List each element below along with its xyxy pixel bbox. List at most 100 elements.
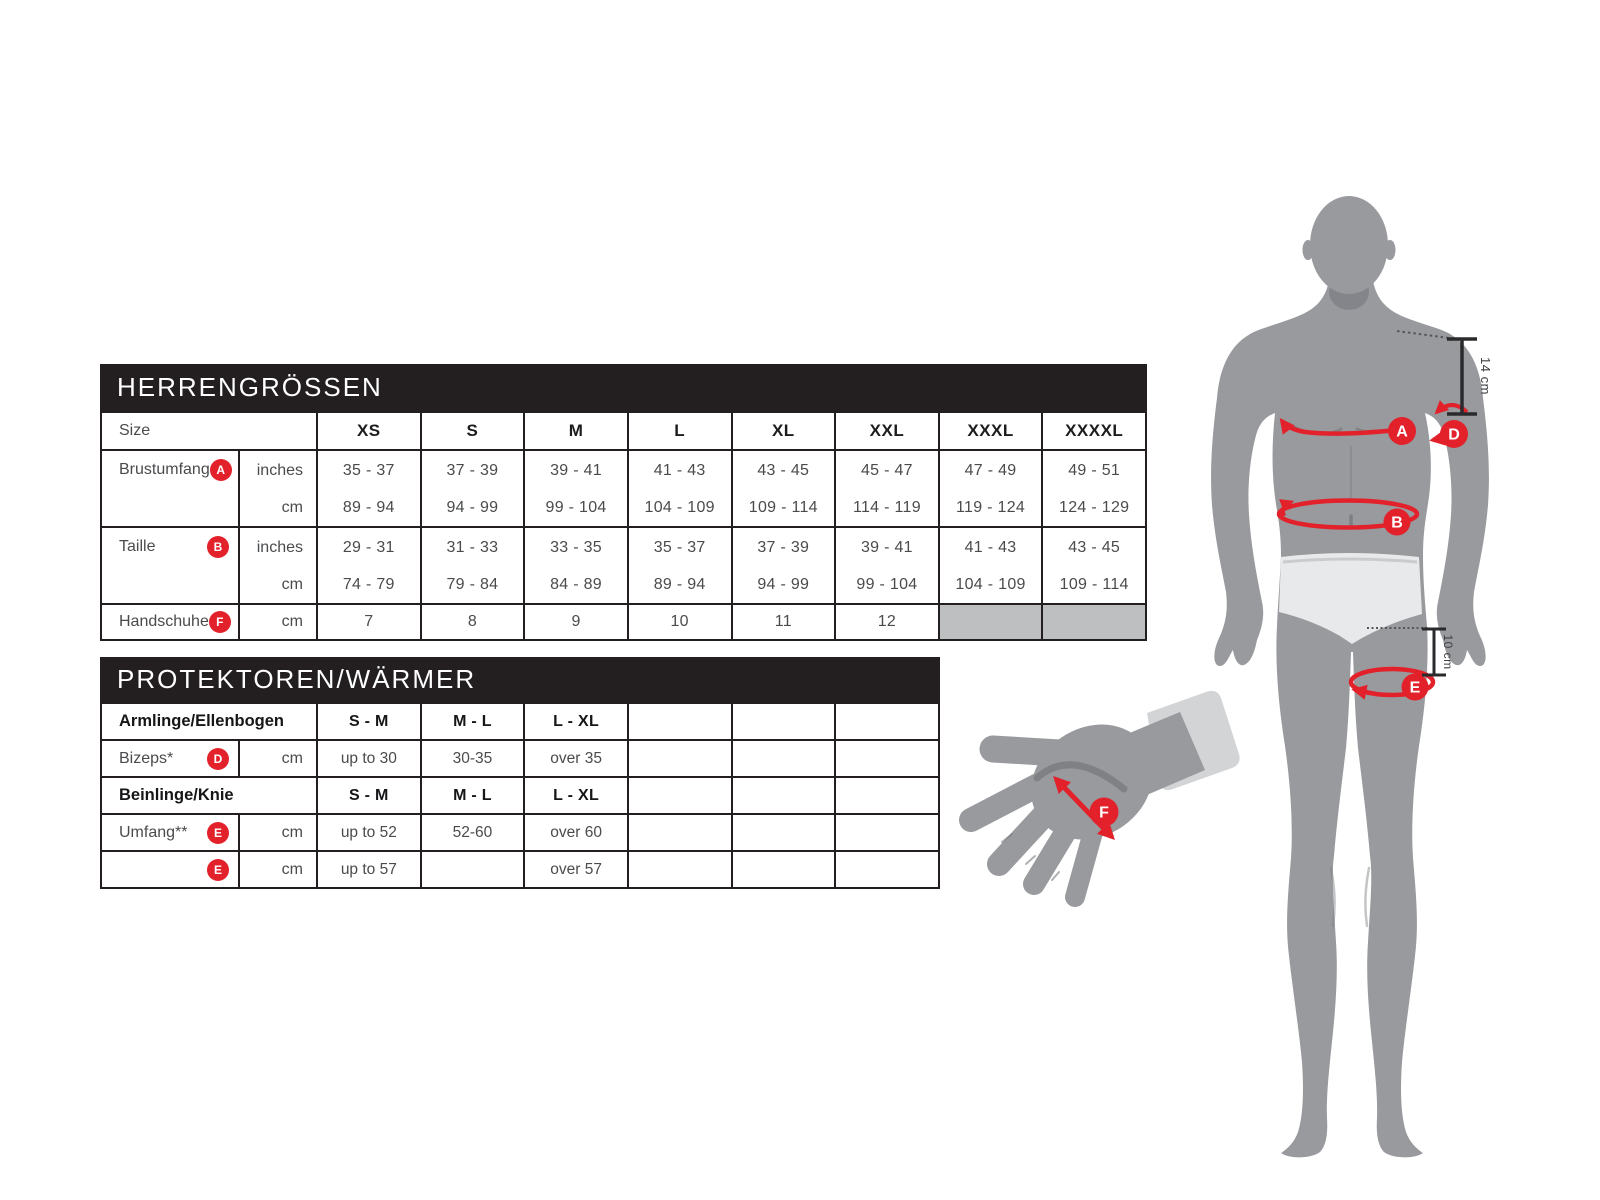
marker-badge-f: F (208, 611, 231, 633)
circumference-label: Umfang** (119, 823, 188, 841)
briefs (1279, 553, 1422, 644)
circumference-empty-2 (730, 813, 837, 852)
chest-cm-xxxxl: 124 - 129 (1059, 498, 1130, 516)
size-label: Size (119, 422, 151, 439)
waist-cm-xxl: 99 - 104 (856, 575, 918, 593)
thigh-measure-label: 10 cm (1441, 634, 1455, 669)
chest-in-xxxl: 47 - 49 (964, 461, 1017, 479)
marker-f-letter: F (1099, 805, 1109, 822)
marker-badge-b: B (207, 535, 229, 558)
circumference-row-2: E cm up to 57 over 57 (100, 850, 940, 889)
waist-row: Taille B inches cm 29 - 31 74 - 79 31 - 3… (100, 526, 1147, 605)
legsleeves-header-row: Beinlinge/Knie S - M M - L L - XL (100, 776, 940, 815)
circumference-ml: 52-60 (419, 813, 526, 852)
biceps-empty-1 (626, 739, 733, 778)
waist-measure-ellipse (1276, 498, 1420, 530)
biceps-label: Bizeps* (119, 749, 174, 767)
gloves-l: 10 (626, 603, 733, 641)
chest-cm-l: 104 - 109 (644, 498, 715, 516)
armsleeves-empty-1 (626, 702, 733, 741)
gloves-xl: 11 (730, 603, 837, 641)
mens-sizes-section: HERRENGRÖSSEN Size XS S M L XL XXL XXXL … (100, 364, 1147, 641)
protectors-header-bar: PROTEKTOREN/WÄRMER (100, 657, 940, 702)
circumference-row: Umfang** E cm up to 52 52-60 over 60 (100, 813, 940, 852)
thigh-measure-ellipse (1348, 666, 1436, 698)
biceps-sm: up to 30 (316, 739, 422, 778)
chest-unit-cm: cm (281, 498, 303, 516)
gloves-s: 8 (419, 603, 526, 641)
size-col-s: S (419, 411, 526, 451)
armsleeves-lxl: L - XL (523, 702, 629, 741)
mens-sizes-table: Size XS S M L XL XXL XXXL XXXXL Brustumf… (100, 411, 1147, 641)
size-col-xs: XS (316, 411, 422, 451)
waist-in-xxxxl: 43 - 45 (1068, 538, 1121, 556)
waist-cm-m: 84 - 89 (550, 575, 603, 593)
armsleeves-header-row: Armlinge/Ellenbogen S - M M - L L - XL (100, 702, 940, 741)
legsleeves-label: Beinlinge/Knie (119, 786, 234, 804)
marker-d-letter: D (1448, 427, 1460, 444)
chest-cm-xl: 109 - 114 (748, 498, 818, 516)
size-col-xl: XL (730, 411, 837, 451)
chest-in-xxl: 45 - 47 (860, 461, 913, 479)
chest-cm-m: 99 - 104 (545, 498, 607, 516)
size-col-m: M (523, 411, 629, 451)
armsleeves-empty-2 (730, 702, 837, 741)
waist-in-xs: 29 - 31 (342, 538, 395, 556)
measurement-diagram: F A D B E (959, 196, 1493, 1158)
chest-measure-line (1279, 417, 1397, 436)
circumference-unit: cm (281, 823, 303, 841)
biceps-curl (1434, 400, 1469, 415)
hand-illustration: F (959, 690, 1240, 907)
chest-row: Brustumfang A inches cm 35 - 37 89 - 94 3… (100, 449, 1147, 528)
chest-in-m: 39 - 41 (550, 461, 603, 479)
biceps-row: Bizeps* D cm up to 30 30-35 over 35 (100, 739, 940, 778)
circumference2-empty-2 (730, 850, 837, 889)
legsleeves-empty-3 (834, 776, 940, 815)
protectors-title: PROTEKTOREN/WÄRMER (117, 664, 477, 694)
armsleeves-sm: S - M (316, 702, 422, 741)
biceps-empty-2 (730, 739, 837, 778)
chest-in-xxxxl: 49 - 51 (1068, 461, 1121, 479)
chest-unit-inches: inches (256, 461, 303, 479)
circumference-lxl: over 60 (523, 813, 629, 852)
size-col-xxl: XXL (834, 411, 940, 451)
waist-cm-xs: 74 - 79 (342, 575, 395, 593)
gloves-m: 9 (523, 603, 629, 641)
waist-in-m: 33 - 35 (550, 538, 603, 556)
circumference2-lxl: over 57 (523, 850, 629, 889)
mens-sizes-title: HERRENGRÖSSEN (117, 372, 383, 402)
chest-in-xs: 35 - 37 (342, 461, 395, 479)
legsleeves-empty-1 (626, 776, 733, 815)
biceps-ml: 30-35 (419, 739, 526, 778)
arm-dimension-14cm: 14 cm (1396, 330, 1493, 416)
waist-row-label: Taille (119, 537, 156, 555)
chest-in-l: 41 - 43 (653, 461, 706, 479)
gloves-xxxl-empty (937, 603, 1044, 641)
waist-curl (1279, 499, 1295, 517)
thigh-dimension-10cm: 10 cm (1367, 627, 1455, 677)
size-col-xxxxl: XXXXL (1041, 411, 1147, 451)
arm-measure-label: 14 cm (1478, 357, 1493, 395)
chest-cm-xs: 89 - 94 (342, 498, 395, 516)
waist-cm-xxxl: 104 - 109 (955, 575, 1026, 593)
legsleeves-ml: M - L (419, 776, 526, 815)
waist-unit-inches: inches (256, 538, 303, 556)
waist-in-s: 31 - 33 (446, 538, 499, 556)
biceps-unit: cm (281, 749, 303, 767)
gloves-row: Handschuhe F cm 7 8 9 10 11 12 (100, 603, 1147, 641)
head (1310, 196, 1388, 294)
legsleeves-empty-2 (730, 776, 837, 815)
circumference2-ml (419, 850, 526, 889)
waist-cm-xxxxl: 109 - 114 (1059, 575, 1129, 593)
gloves-xs: 7 (316, 603, 422, 641)
chest-cm-s: 94 - 99 (446, 498, 499, 516)
chest-cm-xxxl: 119 - 124 (956, 498, 1026, 516)
waist-cm-xl: 94 - 99 (757, 575, 810, 593)
circumference2-unit: cm (281, 860, 303, 878)
marker-badge-e2: E (207, 858, 229, 881)
figure-marker-f: F (1089, 797, 1119, 827)
thigh-measure-arrow (1351, 684, 1371, 700)
waist-in-xl: 37 - 39 (757, 538, 810, 556)
legsleeves-sm: S - M (316, 776, 422, 815)
